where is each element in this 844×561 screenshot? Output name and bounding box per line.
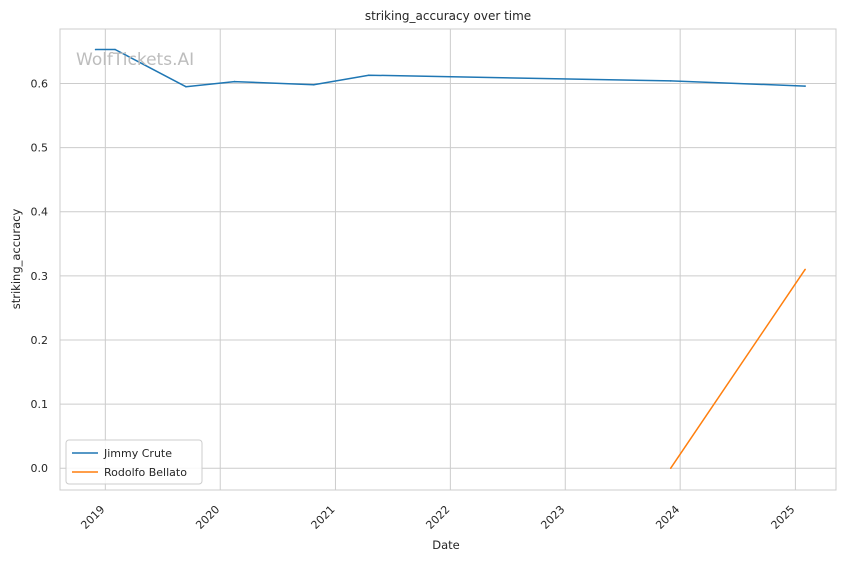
series-line-rodolfo-bellato bbox=[670, 268, 806, 469]
data-point-jimmy-crute bbox=[804, 85, 806, 87]
legend-label-jimmy-crute: Jimmy Crute bbox=[103, 447, 172, 460]
grid bbox=[60, 29, 836, 490]
y-tick-label: 0.2 bbox=[31, 334, 49, 347]
data-point-jimmy-crute bbox=[233, 80, 236, 83]
x-axis-label: Date bbox=[432, 538, 460, 552]
data-point-jimmy-crute bbox=[185, 85, 187, 88]
y-tick-label: 0.4 bbox=[31, 206, 49, 219]
data-point-jimmy-crute bbox=[94, 48, 97, 51]
y-tick-label: 0.1 bbox=[31, 398, 49, 411]
watermark: WolfTickets.AI bbox=[76, 50, 194, 70]
data-point-jimmy-crute bbox=[368, 74, 370, 76]
plot-area bbox=[59, 28, 837, 491]
legend-label-rodolfo-bellato: Rodolfo Bellato bbox=[104, 466, 187, 479]
data-point-jimmy-crute bbox=[312, 83, 315, 86]
chart-title: striking_accuracy over time bbox=[365, 9, 531, 23]
data-point-rodolfo-bellato bbox=[804, 268, 806, 271]
x-tick-label: 2024 bbox=[653, 503, 682, 532]
y-axis-label: striking_accuracy bbox=[9, 209, 23, 310]
y-tick-label: 0.3 bbox=[31, 270, 49, 283]
y-tick-label: 0.6 bbox=[31, 77, 49, 90]
legend-box bbox=[65, 439, 203, 485]
data-point-rodolfo-bellato bbox=[669, 467, 672, 470]
x-tick-label: 2023 bbox=[538, 503, 567, 532]
y-tick-label: 0.5 bbox=[31, 142, 49, 155]
x-tick-label: 2021 bbox=[309, 503, 338, 532]
x-tick-label: 2019 bbox=[78, 503, 107, 532]
y-tick-labels: 0.0 0.1 0.2 0.3 0.4 0.5 0.6 bbox=[31, 77, 49, 475]
legend: Jimmy Crute Rodolfo Bellato bbox=[65, 439, 203, 485]
data-point-jimmy-crute bbox=[669, 80, 672, 82]
x-tick-label: 2020 bbox=[193, 503, 222, 532]
y-tick-label: 0.0 bbox=[31, 462, 49, 475]
series-lines bbox=[94, 48, 806, 470]
x-tick-labels: 2019 2020 2021 2022 2023 2024 2025 bbox=[78, 503, 797, 532]
x-tick-label: 2025 bbox=[769, 503, 798, 532]
series-line-jimmy-crute bbox=[95, 48, 806, 88]
x-tick-label: 2022 bbox=[423, 503, 452, 532]
data-point-jimmy-crute bbox=[114, 48, 116, 51]
